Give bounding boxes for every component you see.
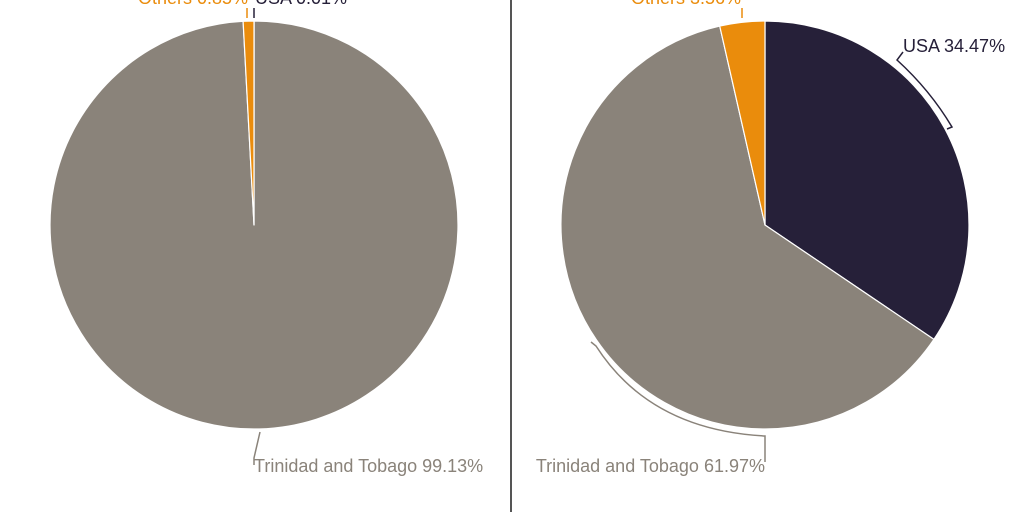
pie-chart-2: USA 34.47% Trinidad and Tobago 61.97% Othe… [536,0,1005,476]
slice-label-others: Others 0.85% [138,0,248,8]
slice-label-trinidad: Trinidad and Tobago 61.97% [536,456,765,476]
slice-label-others: Others 3.56% [631,0,741,8]
slice-label-usa: USA 0.01% [255,0,347,8]
slice-label-trinidad: Trinidad and Tobago 99.13% [254,456,483,476]
pie-chart-1: USA 0.01% Trinidad and Tobago 99.13% Other… [50,0,483,476]
slice-label-usa: USA 34.47% [903,36,1005,56]
